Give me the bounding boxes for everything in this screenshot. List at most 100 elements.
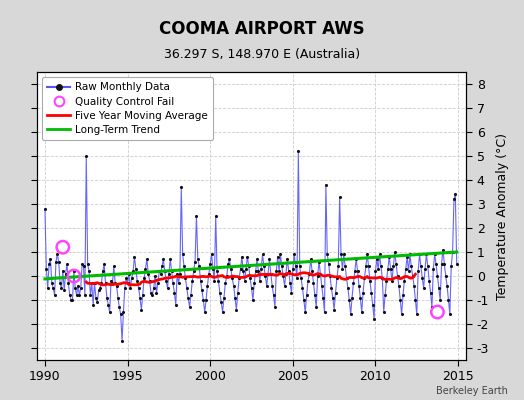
Point	[43, 285, 52, 291]
Point	[318, 282, 326, 289]
Point	[63, 261, 71, 267]
Point	[75, 292, 83, 298]
Point	[187, 292, 195, 298]
Point	[385, 254, 394, 260]
Point	[432, 261, 440, 267]
Point	[143, 256, 151, 262]
Point	[221, 280, 230, 286]
Point	[45, 261, 53, 267]
Point	[107, 278, 115, 284]
Point	[236, 266, 245, 272]
Point	[396, 297, 405, 303]
Point	[245, 263, 253, 270]
Point	[305, 270, 313, 277]
Point	[322, 182, 330, 188]
Point	[77, 285, 85, 291]
Point	[155, 268, 163, 274]
Point	[388, 278, 396, 284]
Point	[319, 294, 328, 301]
Point	[431, 251, 439, 258]
Point	[302, 292, 311, 298]
Point	[271, 304, 279, 310]
Point	[176, 270, 184, 277]
Point	[386, 266, 395, 272]
Point	[268, 282, 276, 289]
Point	[428, 304, 436, 310]
Point	[114, 294, 122, 301]
Point	[422, 251, 431, 258]
Point	[315, 258, 323, 265]
Point	[399, 292, 407, 298]
Point	[86, 292, 95, 298]
Point	[92, 294, 100, 301]
Point	[241, 278, 249, 284]
Point	[341, 263, 350, 270]
Point	[190, 268, 198, 274]
Point	[392, 261, 400, 267]
Point	[403, 254, 411, 260]
Point	[125, 270, 133, 277]
Point	[50, 292, 59, 298]
Point	[429, 266, 438, 272]
Point	[122, 275, 130, 282]
Point	[144, 270, 152, 277]
Point	[67, 297, 75, 303]
Point	[140, 275, 148, 282]
Point	[312, 304, 321, 310]
Point	[436, 297, 444, 303]
Point	[141, 266, 150, 272]
Point	[78, 261, 86, 267]
Point	[316, 270, 324, 277]
Point	[151, 273, 159, 279]
Point	[353, 268, 362, 274]
Point	[239, 268, 247, 274]
Point	[447, 263, 455, 270]
Point	[199, 297, 208, 303]
Text: 36.297 S, 148.970 E (Australia): 36.297 S, 148.970 E (Australia)	[164, 48, 360, 61]
Point	[294, 148, 302, 154]
Point	[280, 282, 289, 289]
Point	[230, 282, 238, 289]
Y-axis label: Temperature Anomaly (°C): Temperature Anomaly (°C)	[496, 132, 509, 300]
Point	[416, 251, 424, 258]
Point	[394, 273, 402, 279]
Point	[283, 256, 291, 262]
Point	[264, 270, 272, 277]
Point	[368, 302, 377, 308]
Point	[133, 278, 141, 284]
Point	[46, 256, 54, 262]
Point	[296, 263, 304, 270]
Point	[418, 275, 427, 282]
Point	[170, 290, 179, 296]
Point	[41, 206, 49, 212]
Point	[279, 273, 287, 279]
Point	[444, 297, 453, 303]
Point	[379, 309, 388, 315]
Point	[443, 282, 451, 289]
Point	[274, 254, 282, 260]
Point	[342, 275, 351, 282]
Text: COOMA AIRPORT AWS: COOMA AIRPORT AWS	[159, 20, 365, 38]
Point	[373, 256, 381, 262]
Point	[105, 309, 114, 315]
Point	[421, 266, 429, 272]
Point	[374, 266, 383, 272]
Point	[159, 256, 168, 262]
Point	[88, 280, 96, 286]
Legend: Raw Monthly Data, Quality Control Fail, Five Year Moving Average, Long-Term Tren: Raw Monthly Data, Quality Control Fail, …	[42, 77, 213, 140]
Point	[453, 261, 461, 267]
Point	[367, 290, 376, 296]
Point	[438, 261, 446, 267]
Point	[300, 297, 308, 303]
Point	[286, 280, 294, 286]
Point	[209, 266, 217, 272]
Point	[272, 268, 280, 274]
Point	[224, 261, 232, 267]
Point	[60, 287, 69, 294]
Point	[238, 254, 246, 260]
Point	[201, 309, 209, 315]
Point	[216, 290, 224, 296]
Point	[115, 304, 124, 310]
Point	[405, 268, 413, 274]
Point	[363, 251, 372, 258]
